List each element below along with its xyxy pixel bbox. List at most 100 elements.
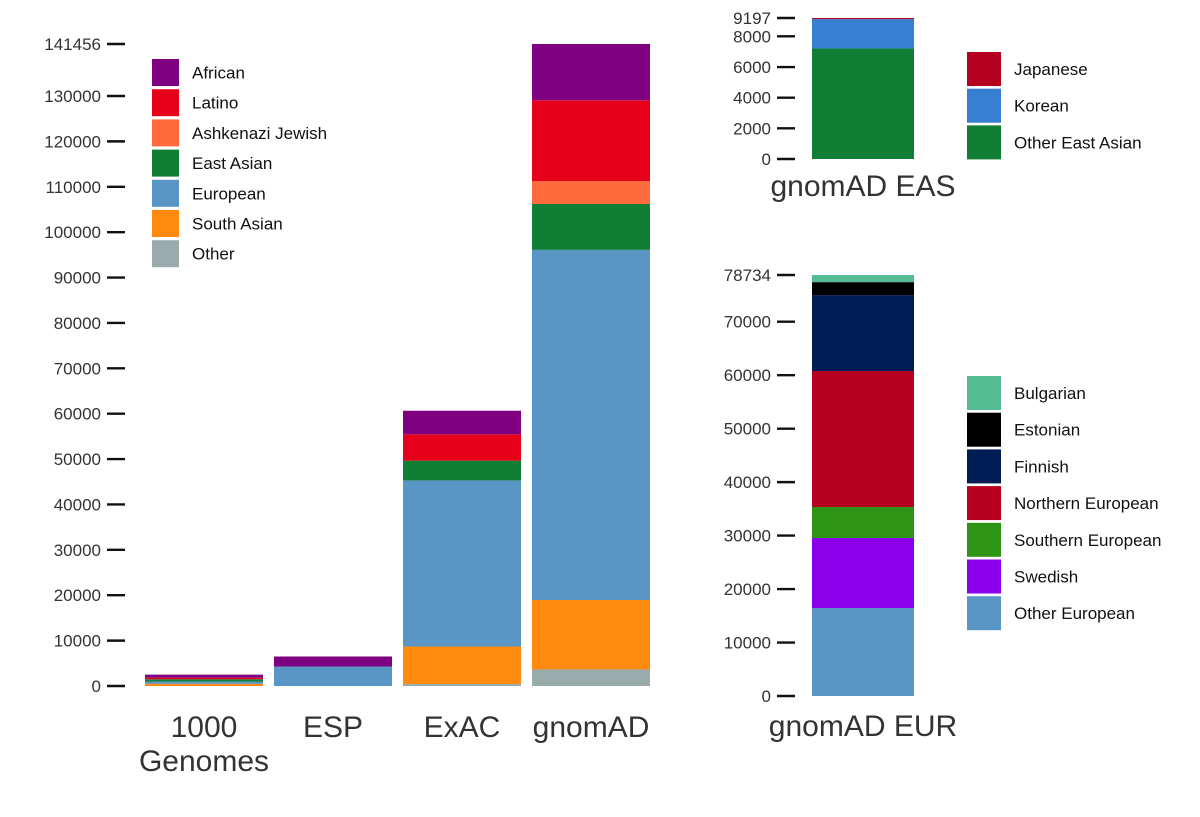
legend-swatch — [152, 59, 179, 86]
bar-segment-latino — [403, 434, 521, 461]
legend-label: Bulgarian — [1014, 384, 1086, 403]
main-ancestry-chart: 0 10000 20000 30000 40000 50000 60000 70000 8000… — [44, 35, 650, 778]
legend-swatch — [967, 486, 1001, 521]
bar-segment-finnish — [812, 295, 914, 372]
bar-segment-korean — [812, 19, 914, 49]
bar-segment-east-asian — [403, 460, 521, 481]
y-tick-label: 30000 — [724, 527, 771, 546]
bar-segment-european — [532, 249, 650, 600]
legend-swatch — [967, 88, 1001, 123]
y-tick-label: 0 — [762, 687, 771, 706]
y-tick-label: 20000 — [724, 580, 771, 599]
y-tick-label: 60000 — [724, 366, 771, 385]
legend-swatch — [967, 412, 1001, 447]
bar-segment-european — [274, 666, 392, 686]
legend-label: Other East Asian — [1014, 133, 1142, 152]
y-tick-label: 40000 — [54, 495, 101, 514]
legend-label: African — [192, 64, 245, 83]
bar-segment-other — [403, 683, 521, 686]
y-tick-label: 20000 — [54, 586, 101, 605]
bar-segment-african — [274, 656, 392, 667]
legend-label: South Asian — [192, 215, 283, 234]
legend-swatch — [152, 179, 179, 207]
y-tick-label: 10000 — [724, 634, 771, 653]
y-tick-label: 100000 — [44, 223, 101, 242]
y-tick-label: 78734 — [724, 266, 771, 285]
gnomad-eur-chart: 0 10000 20000 30000 40000 50000 60000 70000 7873… — [724, 266, 1162, 743]
legend-swatch — [152, 119, 179, 147]
y-tick-label: 0 — [762, 150, 771, 169]
legend-swatch — [967, 596, 1001, 631]
y-tick-label: 60000 — [54, 405, 101, 424]
bar-segment-ashkenazi-jewish — [532, 181, 650, 205]
y-tick-label: 9197 — [733, 9, 771, 28]
x-category-label: gnomAD EAS — [770, 170, 955, 203]
legend-swatch — [967, 376, 1001, 410]
y-tick-label: 6000 — [733, 58, 771, 77]
legend-label: Ashkenazi Jewish — [192, 124, 327, 143]
bar-segment-south-asian — [145, 683, 263, 686]
bar-segment-other-european — [812, 608, 914, 696]
bar-segment-latino — [145, 677, 263, 680]
bar-segment-northern-european — [812, 371, 914, 507]
legend-label: European — [192, 184, 266, 203]
legend-label: Estonian — [1014, 421, 1080, 440]
y-tick-label: 8000 — [733, 27, 771, 46]
x-category-label: ExAC — [424, 711, 501, 744]
bar-segment-african — [403, 410, 521, 435]
bar-segment-southern-european — [812, 506, 914, 538]
legend-swatch — [967, 52, 1001, 86]
bar-segment-bulgarian — [812, 275, 914, 283]
y-tick-label: 80000 — [54, 314, 101, 333]
y-tick-label: 50000 — [724, 420, 771, 439]
y-tick-label: 70000 — [54, 359, 101, 378]
bar-segment-african — [145, 674, 263, 678]
legend-swatch — [967, 559, 1001, 594]
y-tick-label: 40000 — [724, 473, 771, 492]
y-tick-label: 0 — [92, 677, 101, 696]
y-tick-label: 141456 — [44, 35, 101, 54]
y-tick-label: 110000 — [46, 178, 101, 197]
legend-swatch — [967, 449, 1001, 484]
legend-label: Southern European — [1014, 531, 1161, 550]
legend-swatch — [152, 149, 179, 177]
x-category-label: gnomAD EUR — [769, 710, 957, 743]
legend-label: Korean — [1014, 97, 1069, 116]
legend-label: East Asian — [192, 154, 272, 173]
legend-label: Japanese — [1014, 60, 1088, 79]
y-tick-label: 120000 — [44, 132, 101, 151]
legend-swatch — [152, 89, 179, 117]
bar-segment-swedish — [812, 537, 914, 609]
y-tick-label: 130000 — [44, 87, 101, 106]
y-tick-label: 4000 — [733, 89, 771, 108]
legend-label: Latino — [192, 94, 238, 113]
y-tick-label: 10000 — [54, 632, 101, 651]
legend-swatch — [967, 522, 1001, 557]
y-tick-label: 50000 — [54, 450, 101, 469]
bar-segment-east-asian — [532, 204, 650, 250]
x-category-label: Genomes — [139, 745, 269, 778]
legend-swatch — [152, 240, 179, 268]
bar-segment-estonian — [812, 282, 914, 296]
y-tick-label: 90000 — [54, 269, 101, 288]
legend-label: Other European — [1014, 604, 1135, 623]
y-tick-label: 2000 — [733, 119, 771, 138]
x-category-label: ESP — [303, 711, 363, 744]
bar-segment-south-asian — [532, 599, 650, 670]
bar-segment-east-asian — [145, 679, 263, 682]
x-category-label: gnomAD — [533, 711, 650, 744]
legend-label: Other — [192, 245, 235, 264]
x-category-label: 1000 — [171, 711, 238, 744]
legend-label: Finnish — [1014, 457, 1069, 476]
bar-segment-african — [532, 44, 650, 101]
legend-swatch — [967, 125, 1001, 160]
bar-segment-european — [403, 480, 521, 647]
y-tick-label: 70000 — [724, 313, 771, 332]
bar-segment-european — [145, 681, 263, 684]
bar-segment-south-asian — [403, 646, 521, 684]
legend-label: Swedish — [1014, 568, 1078, 587]
legend-swatch — [152, 210, 179, 237]
bar-segment-other — [532, 669, 650, 686]
